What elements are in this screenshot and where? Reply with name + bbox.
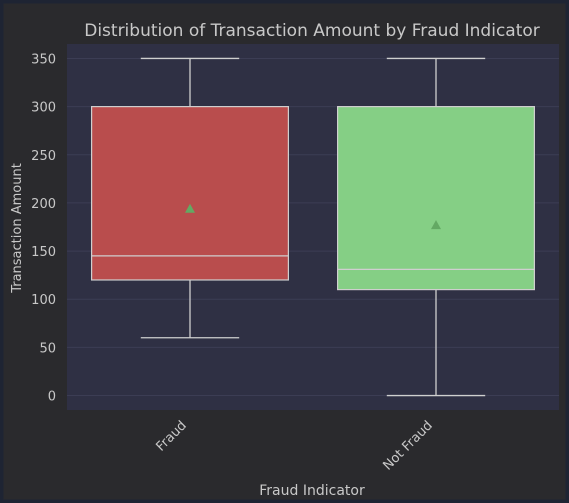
y-axis-label: Transaction Amount [10,163,25,294]
y-axis: 0 50 100 150 200 250 300 350 [31,52,56,404]
y-tick-label: 50 [39,341,56,356]
box-group [337,57,536,397]
x-axis-label: Fraud Indicator [259,483,365,499]
y-tick-label: 250 [31,149,56,164]
box-group [90,57,290,339]
box-series [90,57,536,397]
y-tick-label: 100 [31,293,56,308]
y-tick-label: 150 [31,245,56,260]
y-tick-label: 350 [31,52,56,67]
mean-marker [431,220,441,230]
box-iqr [90,106,290,281]
y-tick-label: 300 [31,101,56,116]
chart-title: Distribution of Transaction Amount by Fr… [84,21,540,41]
y-tick-label: 0 [48,390,56,405]
y-tick-label: 200 [31,197,56,212]
mean-marker [185,203,195,213]
box-iqr [337,106,536,291]
